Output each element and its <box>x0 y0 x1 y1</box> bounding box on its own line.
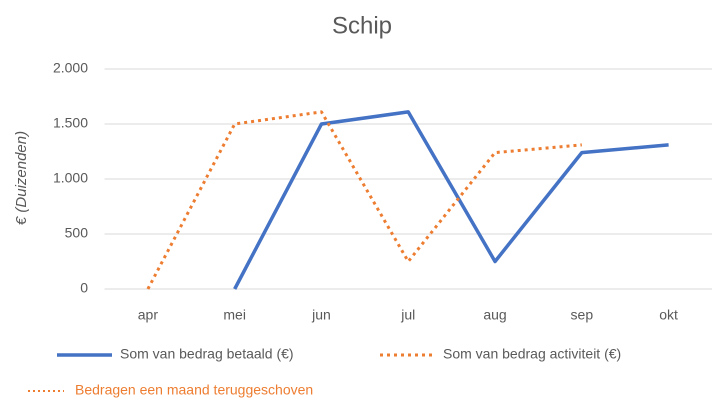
x-tick-label: mei <box>223 307 246 323</box>
y-tick-label: 1.000 <box>53 170 88 186</box>
line-series <box>233 110 669 290</box>
line-series <box>146 110 582 290</box>
chart-title: Schip <box>332 12 392 39</box>
y-tick-label: 2.000 <box>53 60 88 76</box>
x-tick-label: apr <box>138 307 159 323</box>
annotation: Bedragen een maand teruggeschoven <box>75 382 313 398</box>
x-tick-label: jun <box>311 307 331 323</box>
x-tick-label: sep <box>571 307 594 323</box>
x-tick-label: aug <box>483 307 506 323</box>
y-axis-label: € (Duizenden) <box>13 131 30 225</box>
y-tick-label: 500 <box>65 225 89 241</box>
legend-label: Som van bedrag activiteit (€) <box>443 346 621 362</box>
y-tick-label: 0 <box>80 280 88 296</box>
x-tick-label: okt <box>659 307 678 323</box>
x-tick-label: jul <box>400 307 415 323</box>
y-tick-label: 1.500 <box>53 115 88 131</box>
legend-label: Som van bedrag betaald (€) <box>120 346 294 362</box>
